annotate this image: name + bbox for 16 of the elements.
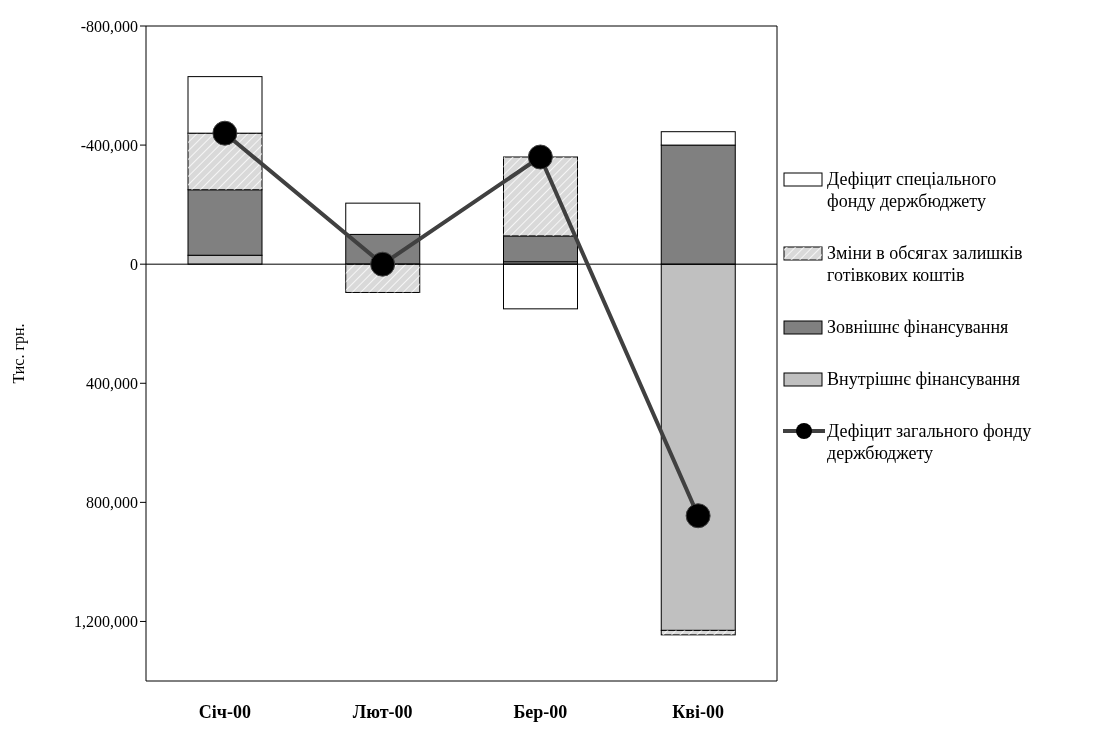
y-axis-title: Тис. грн. <box>9 323 28 384</box>
legend-label: Дефіцит спеціального фонду держбюджету <box>827 168 998 212</box>
legend-label: Зовнішнє фінансування <box>827 316 1009 338</box>
y-tick-label: 400,000 <box>86 374 138 392</box>
y-tick-label: -400,000 <box>80 136 138 154</box>
x-tick-label: Бер-00 <box>513 701 568 722</box>
x-tick-label: Лют-00 <box>352 701 413 722</box>
x-tick-label: Кві-00 <box>672 701 725 722</box>
legend-label: Зміни в обсягах залишків готівкових коштів <box>827 242 1024 286</box>
x-tick-label: Січ-00 <box>198 701 251 722</box>
legend-label: Дефіцит загального фонду держбюджету <box>827 420 1033 464</box>
y-tick-label: -800,000 <box>80 17 138 35</box>
y-tick-label: 0 <box>130 255 138 273</box>
y-tick-label: 1,200,000 <box>74 613 138 631</box>
legend-label: Внутрішнє фінансування <box>827 368 1020 390</box>
y-tick-label: 800,000 <box>86 494 138 512</box>
